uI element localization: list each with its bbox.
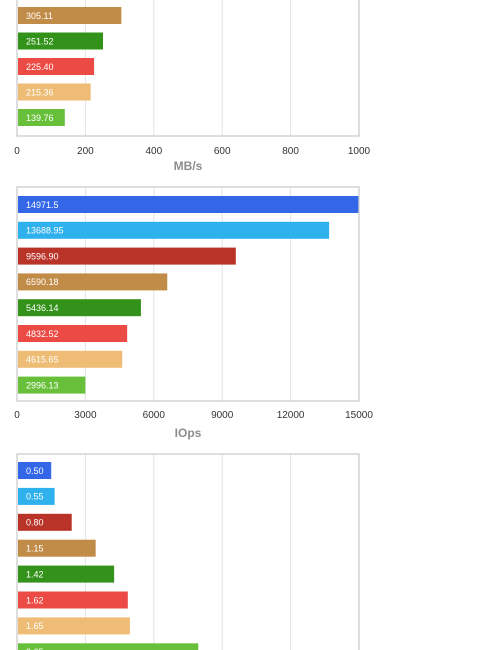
chart-2-tick-label: 6000 — [143, 410, 166, 421]
chart-2-bar-label: 6590.18 — [26, 277, 59, 287]
chart-3-bar-label: 1.42 — [26, 569, 44, 579]
chart-3-plot-frame — [16, 453, 360, 650]
chart-3-bar-label: 1.65 — [26, 621, 44, 631]
chart-2-tick-label: 3000 — [74, 410, 97, 421]
chart-3-bar-label: 0.80 — [26, 518, 44, 528]
chart-3-bar — [18, 539, 96, 557]
chart-1-tick-label: 800 — [282, 146, 299, 157]
chart-2-bar — [18, 325, 128, 342]
chart-1-tick-label: 600 — [214, 146, 231, 157]
chart-1-bar — [18, 32, 104, 50]
chart-2-bar — [18, 196, 359, 213]
chart-2-tick-label: 15000 — [345, 410, 373, 421]
chart-1-bar-label: 139.76 — [26, 113, 54, 123]
chart-3-bar-label: 1.15 — [26, 544, 44, 554]
chart-2-bar-label: 14971.5 — [26, 200, 59, 210]
chart-1-plot-frame — [16, 0, 360, 137]
chart-2-bar — [18, 376, 86, 394]
chart-3-bar — [18, 565, 115, 583]
chart-1-bar-label: 215.36 — [26, 87, 54, 97]
chart-2-bar-label: 5436.14 — [26, 303, 59, 313]
chart-1-bar-label: 305.11 — [26, 11, 53, 21]
chart-1-tick-label: 1000 — [348, 146, 371, 157]
chart-2-bar — [18, 273, 168, 291]
chart-1-bar — [18, 109, 65, 126]
chart-3-bar — [18, 487, 55, 505]
chart-3-bar — [18, 513, 72, 531]
chart-2-bar-label: 4832.52 — [26, 329, 59, 339]
chart-2-bar — [18, 221, 330, 239]
chart-3-bar-label: 0.50 — [26, 466, 44, 476]
chart-2-bar-label: 4615.65 — [26, 355, 59, 365]
chart-2-bar-label: 13688.95 — [26, 226, 64, 236]
chart-1-bar-label: 251.52 — [26, 36, 54, 46]
chart-3-bar — [18, 591, 128, 609]
chart-3-bar — [18, 643, 199, 650]
chart-3-bar-label: 2.65 — [26, 647, 44, 650]
chart-2-bar — [18, 350, 123, 368]
chart-1-tick-label: 200 — [77, 146, 94, 157]
chart-1-bar — [18, 58, 95, 75]
chart-3-bar — [18, 617, 130, 635]
chart-2-bar — [18, 299, 141, 317]
chart-1-bar — [18, 7, 122, 24]
chart-3-bar — [18, 462, 52, 479]
chart-1-tick-label: 400 — [145, 146, 162, 157]
chart-2-axis-title: IOps — [175, 426, 202, 440]
chart-2-plot-frame — [16, 186, 360, 402]
chart-2-bar — [18, 247, 236, 265]
chart-3-bar-label: 1.62 — [26, 595, 44, 605]
chart-1-bar — [18, 83, 91, 101]
chart-2-bar-label: 2996.13 — [26, 380, 59, 390]
chart-2-tick-label: 12000 — [277, 410, 305, 421]
chart-1-bar-label: 225.40 — [26, 62, 54, 72]
chart-2-tick-label: 0 — [14, 410, 20, 421]
chart-1-tick-label: 0 — [14, 146, 20, 157]
chart-1-axis-title: MB/s — [174, 159, 203, 173]
chart-3-bar-label: 0.55 — [26, 492, 44, 502]
chart-2-bar-label: 9596.90 — [26, 251, 59, 261]
chart-2-tick-label: 9000 — [211, 410, 234, 421]
